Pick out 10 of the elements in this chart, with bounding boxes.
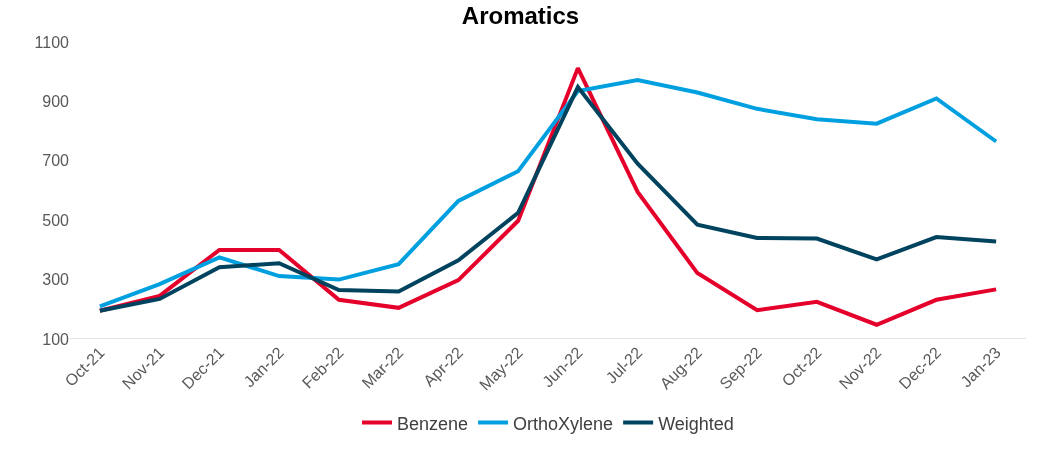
y-tick-label: 900 [42, 93, 70, 110]
y-tick-label: 1100 [34, 33, 70, 51]
y-tick-label: 300 [42, 271, 70, 289]
y-tick-label: 700 [42, 152, 70, 170]
legend-label: Benzene [397, 413, 469, 434]
chart-title: Aromatics [461, 1, 580, 29]
y-tick-label: 500 [42, 211, 70, 229]
legend-label: Weighted [658, 413, 734, 434]
y-tick-label: 100 [42, 330, 70, 348]
legend-label: OrthoXylene [513, 413, 614, 434]
